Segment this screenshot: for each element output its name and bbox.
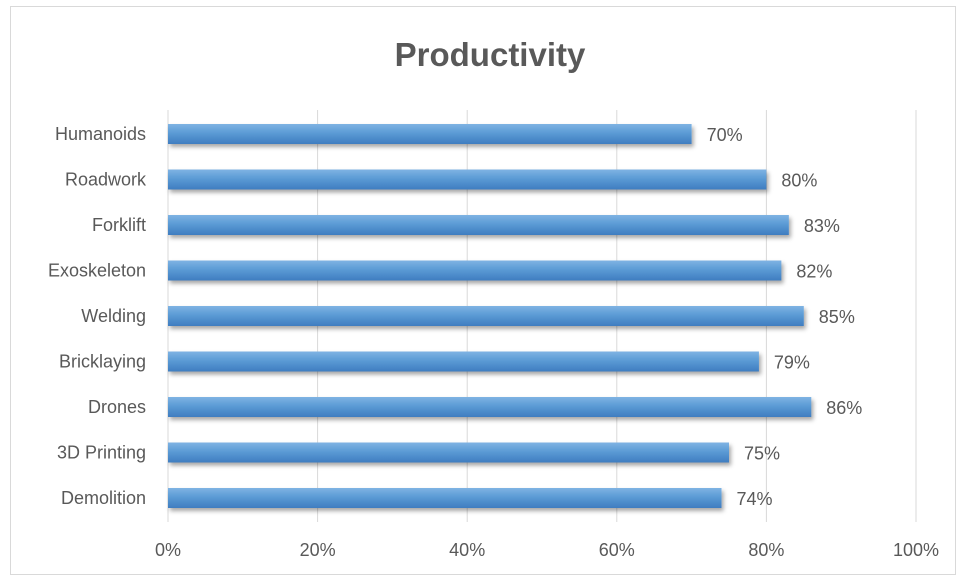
data-label: 79% bbox=[774, 353, 810, 373]
category-axis: Humanoids Roadwork Forklift Exoskeleton Weld… bbox=[48, 124, 147, 508]
category-label: Humanoids bbox=[55, 124, 146, 144]
bar bbox=[168, 397, 812, 417]
data-label: 70% bbox=[707, 125, 743, 145]
category-label: Welding bbox=[81, 306, 146, 326]
data-label: 83% bbox=[804, 216, 840, 236]
data-label: 74% bbox=[737, 489, 773, 509]
x-tick-label: 80% bbox=[748, 540, 784, 560]
category-label: 3D Printing bbox=[57, 443, 146, 463]
x-tick-label: 0% bbox=[155, 540, 181, 560]
bar bbox=[168, 215, 789, 235]
chart-title: Productivity bbox=[395, 36, 586, 73]
data-label: 86% bbox=[826, 398, 862, 418]
bar bbox=[168, 169, 767, 190]
category-label: Drones bbox=[88, 397, 146, 417]
bar bbox=[168, 442, 729, 463]
bar bbox=[168, 351, 759, 372]
category-label: Roadwork bbox=[65, 170, 147, 190]
data-label: 75% bbox=[744, 444, 780, 464]
x-tick-label: 100% bbox=[893, 540, 939, 560]
x-tick-label: 40% bbox=[449, 540, 485, 560]
bars bbox=[168, 124, 812, 508]
data-label: 85% bbox=[819, 307, 855, 327]
category-label: Demolition bbox=[61, 488, 146, 508]
value-axis: 0% 20% 40% 60% 80% 100% bbox=[155, 540, 939, 560]
category-label: Exoskeleton bbox=[48, 261, 146, 281]
bar bbox=[168, 260, 782, 281]
category-label: Forklift bbox=[92, 215, 146, 235]
bar bbox=[168, 306, 804, 326]
bar bbox=[168, 124, 692, 144]
x-tick-label: 20% bbox=[300, 540, 336, 560]
data-label: 80% bbox=[781, 171, 817, 191]
data-label: 82% bbox=[796, 262, 832, 282]
data-labels: 70% 80% 83% 82% 85% 79% 86% 75% 74% bbox=[707, 125, 863, 509]
x-tick-label: 60% bbox=[599, 540, 635, 560]
category-label: Bricklaying bbox=[59, 352, 146, 372]
bar bbox=[168, 488, 722, 508]
